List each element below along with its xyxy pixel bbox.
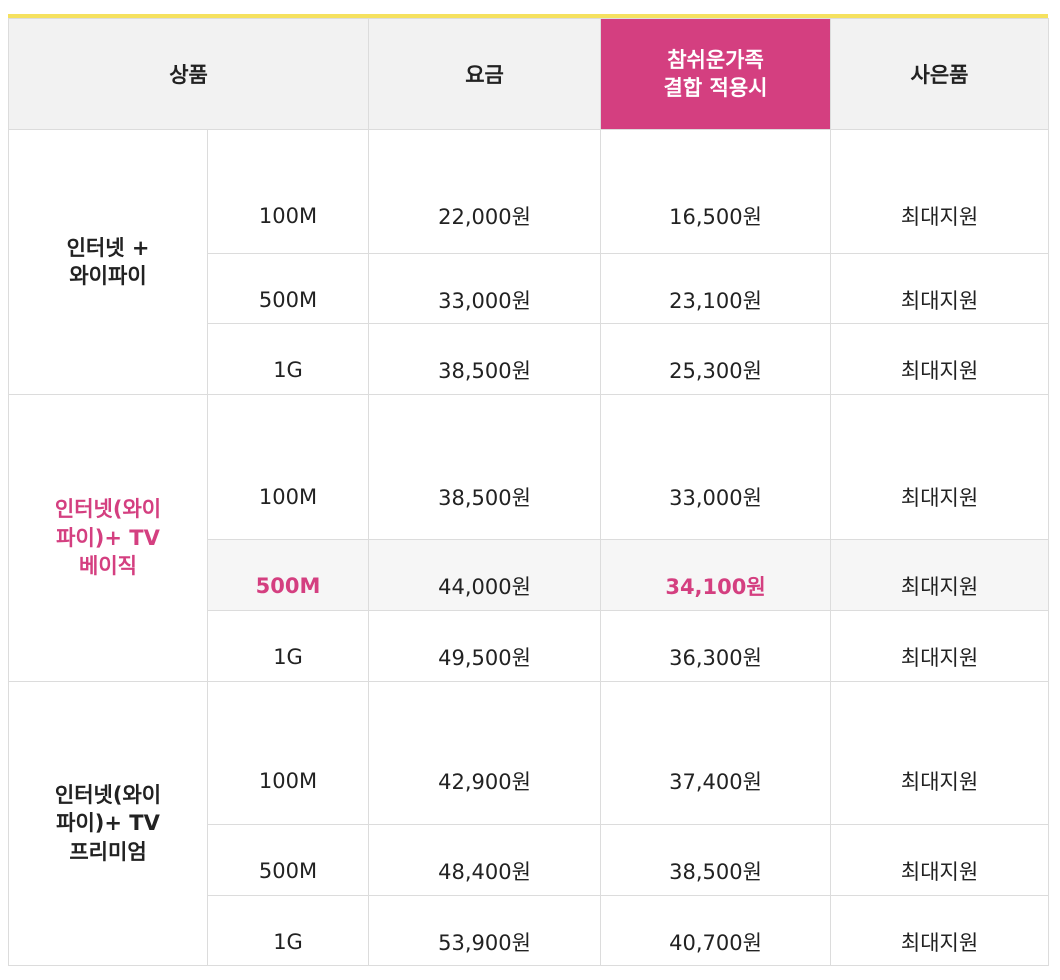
speed-cell: 1G: [206, 895, 370, 966]
fee-cell: 38,500원: [368, 323, 602, 395]
speed-cell: 500M: [206, 539, 370, 611]
speed-cell: 1G: [206, 610, 370, 682]
fee-cell: 33,000원: [368, 253, 602, 324]
product-name-line: 와이파이: [69, 264, 147, 288]
product-name-line: 인터넷(와이: [54, 782, 162, 807]
product-name-line: 베이직: [79, 554, 137, 579]
product-name-line: 인터넷 +: [66, 235, 150, 260]
discount-cell: 38,500원: [600, 824, 832, 896]
header-discount-line1: 참쉬운가족: [667, 47, 764, 72]
gift-cell: 최대지원: [830, 539, 1050, 611]
table-row: 500M 33,000원 23,100원 최대지원: [9, 253, 1050, 324]
speed-cell: 100M: [206, 129, 370, 254]
product-name-internet-wifi: 인터넷 + 와이파이: [8, 129, 208, 395]
fee-cell: 49,500원: [368, 610, 602, 682]
header-discount: 참쉬운가족 결합 적용시: [600, 18, 832, 130]
table-row: 인터넷(와이 파이)+ TV 프리미엄 100M 42,900원 37,400원…: [8, 681, 1050, 966]
pricing-table: 상품 요금 참쉬운가족 결합 적용시 사은품 인터넷 + 와이파이 100M 2…: [7, 18, 1050, 966]
product-name-line: 프리미엄: [69, 839, 147, 864]
gift-cell: 최대지원: [830, 610, 1050, 682]
product-name-line: 파이)+ TV: [56, 811, 160, 836]
table-row: 인터넷(와이 파이)+ TV 베이직 100M 38,500원 33,000원 …: [8, 394, 1050, 682]
product-name-line: 파이)+ TV: [56, 525, 160, 550]
gift-cell: 최대지원: [830, 323, 1050, 395]
header-discount-line2: 결합 적용시: [663, 76, 768, 100]
discount-cell: 36,300원: [600, 610, 832, 682]
fee-cell: 44,000원: [368, 539, 602, 611]
discount-cell: 34,100원: [600, 539, 832, 611]
header-gift: 사은품: [830, 18, 1050, 130]
discount-cell: 25,300원: [600, 323, 832, 395]
discount-cell: 23,100원: [600, 253, 832, 324]
header-product: 상품: [7, 18, 370, 130]
product-name-line: 인터넷(와이: [54, 497, 162, 522]
table-row: 인터넷 + 와이파이 100M 22,000원 16,500원 최대지원: [8, 129, 1050, 395]
speed-cell: 500M: [206, 253, 370, 324]
discount-cell: 16,500원: [600, 129, 832, 254]
header-fee: 요금: [368, 18, 602, 130]
speed-cell: 1G: [206, 323, 370, 395]
gift-cell: 최대지원: [830, 394, 1050, 540]
product-name-internet-tv-basic: 인터넷(와이 파이)+ TV 베이직: [8, 394, 208, 682]
discount-cell: 40,700원: [600, 895, 832, 966]
discount-cell: 37,400원: [600, 681, 832, 825]
speed-cell: 500M: [206, 824, 370, 896]
gift-cell: 최대지원: [830, 895, 1050, 966]
gift-cell: 최대지원: [830, 681, 1050, 825]
speed-cell: 100M: [206, 394, 370, 540]
discount-cell: 33,000원: [600, 394, 832, 540]
gift-cell: 최대지원: [830, 253, 1050, 324]
gift-cell: 최대지원: [830, 824, 1050, 896]
fee-cell: 53,900원: [368, 895, 602, 966]
fee-cell: 38,500원: [368, 394, 602, 540]
table-row: 1G 53,900원 40,700원 최대지원: [9, 895, 1050, 966]
gift-cell: 최대지원: [830, 129, 1050, 254]
fee-cell: 48,400원: [368, 824, 602, 896]
fee-cell: 42,900원: [368, 681, 602, 825]
speed-cell: 100M: [206, 681, 370, 825]
table-header-row: 상품 요금 참쉬운가족 결합 적용시 사은품: [7, 18, 1050, 130]
product-name-internet-tv-premium: 인터넷(와이 파이)+ TV 프리미엄: [8, 681, 208, 966]
fee-cell: 22,000원: [368, 129, 602, 254]
top-accent-bar: [8, 14, 1048, 18]
